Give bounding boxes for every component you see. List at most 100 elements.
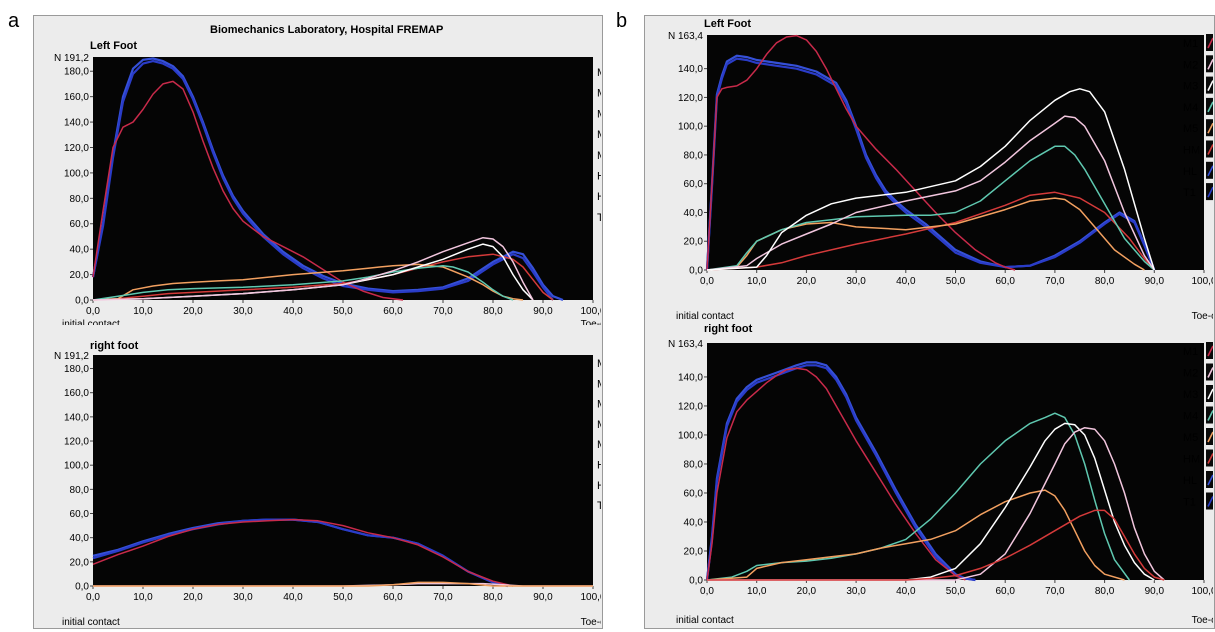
- legend-swatch-hm: [1207, 453, 1214, 464]
- y-tick-label: 60,0: [70, 509, 90, 520]
- legend-swatch-box: [1206, 76, 1215, 94]
- series-line-m2: [706, 115, 1155, 271]
- x-tick-label: 40,0: [283, 592, 303, 603]
- legend-label-hm: HM: [1183, 454, 1200, 466]
- legend-swatch-box: [1206, 183, 1215, 201]
- y-tick-label: 40,0: [684, 208, 704, 219]
- legend-label-t1: T1: [597, 500, 601, 512]
- legend-swatch-box: [1206, 363, 1215, 381]
- legend-label-hl: HL: [597, 191, 601, 203]
- x-tick-label: 70,0: [433, 306, 453, 317]
- series-line-m1: [92, 518, 514, 587]
- series-line-m3: [707, 422, 1155, 581]
- series-line-m4: [706, 145, 1155, 271]
- y-tick-label: 20,0: [70, 557, 90, 568]
- chart-left-foot-b: Left Foot N 163,4 0,0 20,0 40,0 60,0 80,0 100,0…: [644, 15, 1215, 330]
- y-tick-label: 160,0: [64, 388, 89, 399]
- y-tick-label: 140,0: [64, 118, 89, 129]
- legend-label-m3: M3: [597, 399, 601, 411]
- initial-contact-label: initial contact: [676, 615, 734, 626]
- y-tick-label: 40,0: [70, 533, 90, 544]
- legend-swatch-m4: [1207, 410, 1214, 421]
- y-tick-label: 100,0: [678, 122, 703, 133]
- x-tick-label: 10,0: [133, 306, 153, 317]
- panel-letter-b: b: [616, 10, 628, 32]
- series-line-t1: [705, 57, 1156, 271]
- legend-label-m2: M2: [1183, 59, 1198, 71]
- x-tick-label: 30,0: [846, 276, 866, 287]
- y-tick-label: 60,0: [70, 219, 90, 230]
- legend-label-m5: M5: [1183, 123, 1198, 135]
- x-tick-label: 90,0: [1145, 276, 1165, 287]
- legend-label-t1: T1: [597, 212, 601, 224]
- chart-title: right foot: [90, 340, 139, 352]
- y-tick-label: 140,0: [64, 412, 89, 423]
- legend-swatch-m1: [1207, 37, 1214, 49]
- y-tick-label: 100,0: [64, 461, 89, 472]
- series-line-m3: [706, 88, 1156, 271]
- legend-label-m2: M2: [597, 378, 601, 390]
- series-line-m5: [93, 581, 593, 587]
- toe-off-label: Toe-off: [581, 319, 601, 325]
- y-max-label: N 163,4: [668, 31, 703, 42]
- legend-label-m1: M1: [597, 358, 601, 370]
- legend-label-m2: M2: [597, 88, 601, 100]
- x-tick-label: 80,0: [1095, 276, 1115, 287]
- series-line-t1: [705, 364, 976, 582]
- legend-swatch-box: [1206, 406, 1215, 424]
- x-tick-label: 90,0: [533, 306, 553, 317]
- legend-label-t1: T1: [1183, 187, 1196, 199]
- legend-label-m5: M5: [597, 150, 601, 162]
- series-line-hm: [706, 191, 1155, 271]
- plot-area: [93, 57, 593, 300]
- legend-swatch-box: [1206, 492, 1215, 510]
- x-tick-label: 50,0: [333, 306, 353, 317]
- x-tick-label: 40,0: [896, 276, 916, 287]
- x-tick-label: 100,0: [580, 592, 601, 603]
- legend-swatch-m3: [1207, 80, 1214, 91]
- legend-swatch-box: [1206, 471, 1215, 488]
- legend-swatch-m4: [1207, 101, 1214, 113]
- x-tick-label: 60,0: [995, 586, 1015, 597]
- legend-label-m4: M4: [597, 129, 601, 141]
- x-tick-label: 80,0: [1095, 586, 1115, 597]
- toe-off-label: Toe-off: [1192, 311, 1213, 322]
- x-tick-label: 30,0: [233, 592, 253, 603]
- legend-swatch-hl: [1207, 165, 1214, 177]
- legend-label-m3: M3: [1183, 81, 1198, 93]
- legend-label-m1: M1: [1183, 346, 1198, 358]
- series-line-hm: [707, 509, 1165, 581]
- legend-label-m5: M5: [597, 439, 601, 451]
- legend-swatch-box: [1206, 34, 1215, 51]
- legend-label-m4: M4: [597, 419, 601, 431]
- y-tick-label: 0,0: [75, 296, 89, 307]
- x-tick-label: 10,0: [747, 586, 767, 597]
- chart-title: right foot: [704, 323, 753, 335]
- y-tick-label: 100,0: [64, 168, 89, 179]
- legend-label-hl: HL: [597, 480, 601, 492]
- x-tick-label: 0,0: [86, 592, 100, 603]
- plot-area: [707, 343, 1204, 580]
- y-max-label: N 163,4: [668, 339, 703, 350]
- y-tick-label: 60,0: [684, 488, 704, 499]
- legend-label-t1: T1: [1183, 497, 1196, 509]
- legend-label-m4: M4: [1183, 411, 1198, 423]
- legend-label-m1: M1: [1183, 38, 1198, 50]
- legend-swatch-m2: [1207, 367, 1214, 378]
- legend-swatch-box: [1206, 449, 1215, 467]
- y-tick-label: 180,0: [64, 67, 89, 78]
- x-tick-label: 10,0: [747, 276, 767, 287]
- x-tick-label: 70,0: [1045, 586, 1065, 597]
- x-tick-label: 10,0: [133, 592, 153, 603]
- initial-contact-label: initial contact: [676, 311, 734, 322]
- y-tick-label: 20,0: [684, 237, 704, 248]
- series-line-hl: [91, 57, 564, 302]
- y-tick-label: 120,0: [64, 143, 89, 154]
- y-tick-label: 140,0: [678, 372, 703, 383]
- legend-label-m4: M4: [1183, 102, 1198, 114]
- legend-swatch-hm: [1207, 144, 1214, 155]
- y-tick-label: 80,0: [70, 485, 90, 496]
- y-tick-label: 80,0: [684, 459, 704, 470]
- legend-label-m5: M5: [1183, 432, 1198, 444]
